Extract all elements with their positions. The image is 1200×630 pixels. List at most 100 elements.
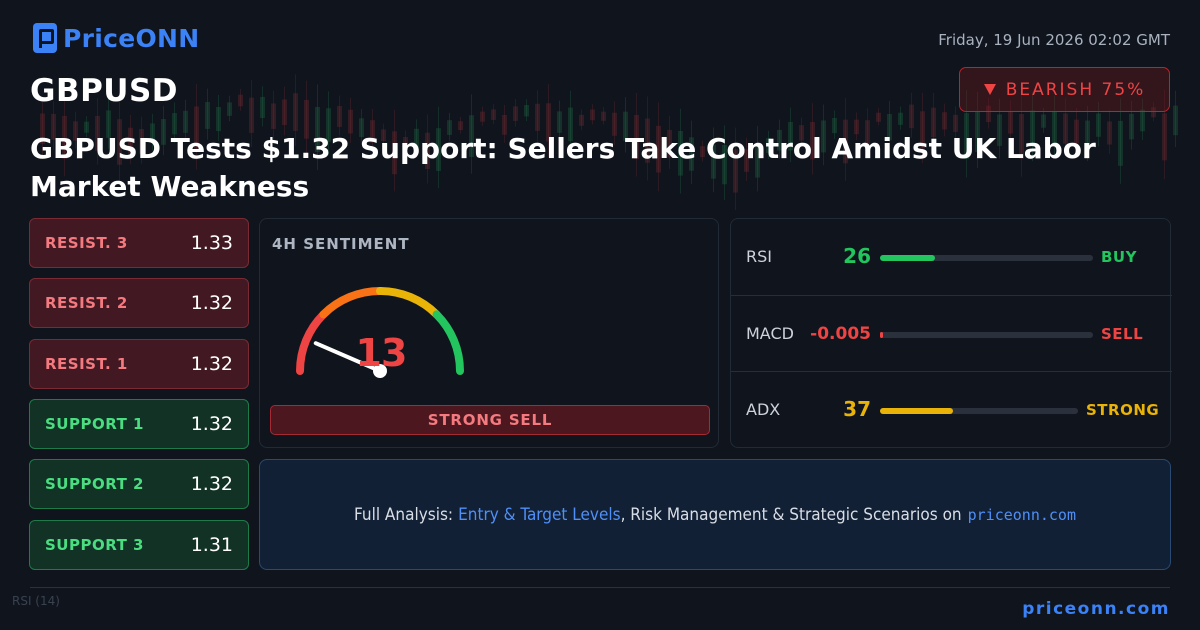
bg-candle-body <box>975 111 980 152</box>
bg-candle-body <box>898 112 903 125</box>
bg-candle-body <box>458 121 463 131</box>
brand-logo[interactable]: PriceONN <box>33 23 200 53</box>
indicator-signal: STRONG <box>1086 401 1160 419</box>
bg-candle-body <box>304 100 309 139</box>
bg-candle-body <box>436 128 441 171</box>
bg-candle-body <box>95 115 100 151</box>
bg-candle-body <box>293 93 298 131</box>
bg-candle-body <box>1063 113 1068 144</box>
bg-candle-body <box>744 149 749 172</box>
bg-candle-body <box>942 112 947 130</box>
cta-highlight: Entry & Target Levels <box>458 504 621 525</box>
level-name: RESIST. 1 <box>45 355 128 373</box>
bg-candle-body <box>711 144 716 179</box>
bg-candle-body <box>348 109 353 134</box>
bg-candle-body <box>1151 107 1156 118</box>
level-support-3: SUPPORT 3 1.31 <box>29 520 249 570</box>
bg-candle-body <box>1041 114 1046 128</box>
bg-candle-body <box>249 97 254 133</box>
bg-candle-body <box>425 132 430 169</box>
bg-candle-body <box>667 129 672 158</box>
bg-candle-body <box>128 127 133 154</box>
bg-candle-body <box>612 112 617 136</box>
bg-candle-body <box>634 114 639 159</box>
bg-candle-body <box>997 114 1002 146</box>
bias-label: BEARISH 75% <box>1005 79 1146 100</box>
indicators-panel: RSI 26 BUY MACD -0.005 SELL ADX 37 STRON… <box>730 218 1172 448</box>
timestamp: Friday, 19 Jun 2026 02:02 GMT <box>938 31 1170 49</box>
bg-candle-body <box>1096 113 1101 137</box>
level-support-1: SUPPORT 1 1.32 <box>29 399 249 449</box>
indicator-row-adx: ADX 37 STRONG <box>731 371 1172 447</box>
bg-candle-body <box>1085 120 1090 150</box>
bg-candle-body <box>909 104 914 129</box>
bg-candle-body <box>282 99 287 126</box>
bg-candle-body <box>964 113 969 160</box>
bg-candle-body <box>887 114 892 141</box>
bg-candle-body <box>579 114 584 126</box>
bg-candle-body <box>62 115 67 160</box>
bg-candle-body <box>106 110 111 138</box>
bg-candle-body <box>238 94 243 107</box>
bg-candle-body <box>194 106 199 152</box>
bg-candle-body <box>788 121 793 151</box>
bg-candle-body <box>139 129 144 154</box>
bg-candle-body <box>1118 120 1123 166</box>
indicator-name: ADX <box>746 400 781 419</box>
bg-candle-body <box>535 103 540 131</box>
bg-candle-body <box>414 128 419 148</box>
bg-candle-body <box>337 106 342 127</box>
bg-candle-body <box>854 119 859 135</box>
symbol-title: GBPUSD <box>30 73 179 109</box>
indicator-signal: BUY <box>1101 248 1137 266</box>
bg-candle-body <box>480 111 485 122</box>
bg-candle-body <box>601 111 606 121</box>
bg-candle-body <box>656 125 661 173</box>
bg-candle-body <box>645 118 650 163</box>
bg-candle-body <box>84 121 89 133</box>
bg-candle-body <box>623 111 628 141</box>
background-rsi-label: RSI (14) <box>12 594 60 608</box>
footer-divider <box>30 587 1170 588</box>
bg-candle-body <box>755 143 760 178</box>
brand-name: PriceONN <box>63 23 200 53</box>
full-analysis-link[interactable]: Full Analysis: Entry & Target Levels , R… <box>259 459 1171 570</box>
bg-candle-body <box>1008 111 1013 134</box>
level-value: 1.31 <box>190 534 233 556</box>
bg-candle-body <box>832 118 837 134</box>
level-value: 1.32 <box>190 413 233 435</box>
priceonn-p-icon <box>33 23 57 53</box>
sentiment-gauge <box>296 287 464 378</box>
indicator-row-macd: MACD -0.005 SELL <box>731 295 1172 371</box>
gauge-needle <box>313 341 382 373</box>
bg-candle-body <box>766 138 771 153</box>
bg-candle-body <box>172 113 177 135</box>
bg-candle-body <box>953 114 958 133</box>
level-resist-3: RESIST. 3 1.33 <box>29 218 249 268</box>
bg-candle-body <box>216 107 221 132</box>
bg-candle-body <box>821 120 826 153</box>
bias-badge: BEARISH 75% <box>959 67 1170 112</box>
bg-candle-body <box>227 102 232 116</box>
bg-candle-body <box>392 131 397 175</box>
indicator-bar-fill <box>880 332 884 338</box>
level-resist-1: RESIST. 1 1.32 <box>29 339 249 389</box>
bg-candle-body <box>40 113 45 144</box>
footer-url[interactable]: priceonn.com <box>1022 599 1170 619</box>
indicator-bar <box>880 332 1093 338</box>
bg-candle-body <box>1052 111 1057 145</box>
bg-candle-body <box>271 103 276 129</box>
indicator-signal: SELL <box>1101 325 1144 343</box>
bg-candle-body <box>590 109 595 121</box>
bg-candle-body <box>865 120 870 145</box>
bg-candle-body <box>326 108 331 142</box>
level-name: SUPPORT 1 <box>45 415 144 433</box>
indicator-name: RSI <box>746 247 772 266</box>
bg-candle-body <box>777 129 782 151</box>
bg-candle-body <box>447 120 452 135</box>
bg-candle-body <box>1107 121 1112 145</box>
indicator-bar <box>880 408 1078 414</box>
level-value: 1.33 <box>190 232 233 254</box>
bg-candle-body <box>931 107 936 138</box>
